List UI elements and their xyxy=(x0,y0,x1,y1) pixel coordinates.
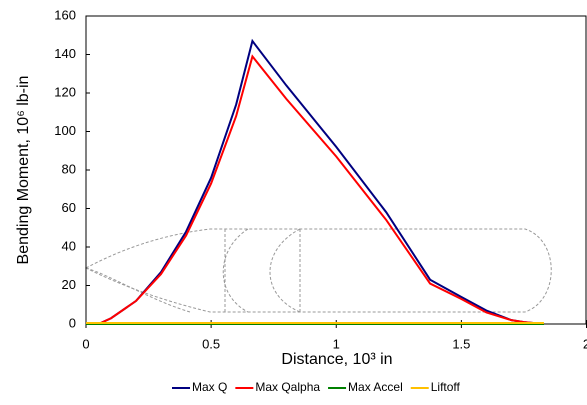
legend-label: Max Accel xyxy=(348,380,403,394)
y-tick-label: 60 xyxy=(62,200,76,215)
y-tick-label: 80 xyxy=(62,161,76,176)
vehicle-outline xyxy=(84,228,552,313)
x-tick-label: 1 xyxy=(333,336,340,351)
y-tick-label: 160 xyxy=(54,7,76,22)
series-line xyxy=(98,54,545,325)
y-tick-label: 40 xyxy=(62,238,76,253)
plot-frame xyxy=(85,15,587,325)
x-axis-title: Distance, 10³ in xyxy=(281,351,392,368)
legend-label: Max Qalpha xyxy=(255,380,320,394)
legend-label: Liftoff xyxy=(431,380,461,394)
y-tick-label: 0 xyxy=(69,315,76,330)
series-line xyxy=(98,38,545,325)
x-tick-label: 1.5 xyxy=(452,336,470,351)
x-tick-label: 2 xyxy=(583,336,587,351)
legend-label: Max Q xyxy=(192,380,227,394)
y-tick-label: 20 xyxy=(62,277,76,292)
x-tick-label: 0 xyxy=(82,336,89,351)
y-axis-title: Bending Moment, 10⁶ lb-in xyxy=(15,76,32,265)
y-tick-label: 140 xyxy=(54,46,76,61)
x-tick-label: 0.5 xyxy=(202,336,220,351)
y-tick-label: 120 xyxy=(54,84,76,99)
y-tick-label: 100 xyxy=(54,123,76,138)
